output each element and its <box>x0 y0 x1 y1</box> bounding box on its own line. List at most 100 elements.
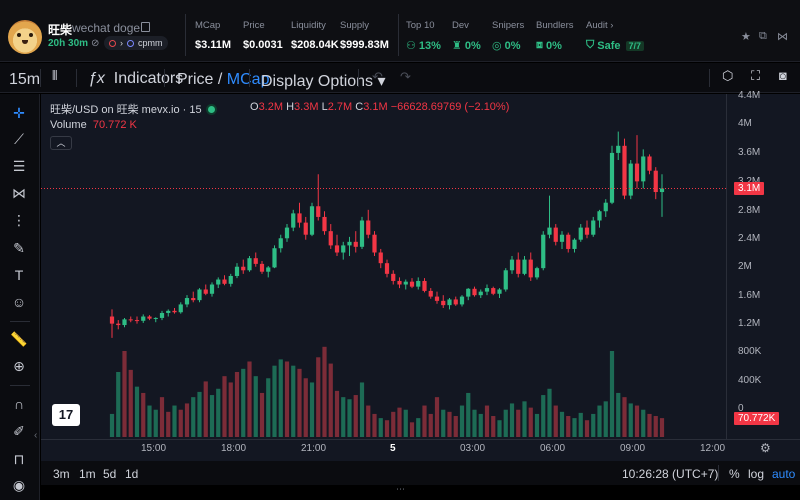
display-options-button[interactable]: Display Options ▾ <box>261 71 386 91</box>
undo-icon[interactable]: ↶ <box>372 69 383 84</box>
candle-body <box>516 259 521 274</box>
lock-drawings-icon[interactable]: ✐ <box>13 423 25 439</box>
time-tick: 06:00 <box>540 443 566 454</box>
candle-body <box>497 289 502 294</box>
volume-bar <box>428 413 433 437</box>
settings-icon[interactable]: ⋈ <box>777 31 788 43</box>
stat-top10[interactable]: Top 10 ⚇ 13% <box>406 20 441 52</box>
tradingview-logo[interactable]: 17 <box>52 404 80 426</box>
link-icon[interactable]: ⊘ <box>91 38 100 49</box>
candle-body <box>259 263 265 272</box>
price-mcap-toggle[interactable]: Price / MCap <box>177 71 269 89</box>
pattern-icon[interactable]: ⋈ <box>12 185 26 201</box>
ruler-icon[interactable]: 📏 <box>10 331 28 347</box>
text-icon[interactable]: T <box>14 267 24 283</box>
trend-line-icon[interactable]: ⟋ <box>14 131 24 147</box>
clock-label[interactable]: 10:26:28 (UTC+7) <box>622 467 719 481</box>
magnet-icon[interactable]: ∩ <box>13 396 25 412</box>
horizontal-lines-icon[interactable]: ☰ <box>12 158 26 174</box>
axis-settings-icon[interactable]: ⚙ <box>760 441 771 455</box>
eye-icon[interactable]: ◉ <box>12 477 26 493</box>
star-icon[interactable]: ★ <box>741 31 751 43</box>
candle <box>391 270 396 285</box>
candle-body <box>459 296 465 305</box>
stat-snipers[interactable]: Snipers ◎ 0% <box>492 20 524 52</box>
candle <box>322 211 327 235</box>
chevron-right-icon: › <box>610 20 614 31</box>
lock-icon[interactable]: ⊓ <box>13 451 25 467</box>
volume-bar <box>359 382 365 437</box>
candle <box>566 232 571 253</box>
volume-bar <box>547 388 552 437</box>
volume-bar <box>653 416 658 437</box>
camera-icon[interactable]: ◙ <box>779 68 787 83</box>
copy-icon[interactable] <box>141 22 150 32</box>
price-scale[interactable] <box>726 94 800 439</box>
red-circle-icon <box>109 39 116 47</box>
volume-label: Volume <box>50 119 87 131</box>
candle <box>416 277 421 290</box>
bottom-bar <box>41 461 800 485</box>
brush-icon[interactable]: ✎ <box>13 240 25 256</box>
candle-body <box>191 298 196 301</box>
candle <box>628 160 633 200</box>
collapse-legend-button[interactable]: ︿ <box>50 136 72 150</box>
candle <box>116 320 121 330</box>
candle-body <box>228 275 233 284</box>
volume-bar <box>453 416 458 437</box>
time-tick: 12:00 <box>700 443 726 454</box>
volume-bar <box>303 378 308 437</box>
candle-type-icon[interactable]: ⫴ <box>52 68 58 83</box>
candle <box>303 216 308 240</box>
volume-bar <box>559 411 565 437</box>
stat-value: ⚇ 13% <box>406 39 441 53</box>
candle-body <box>134 320 140 322</box>
indicators-button[interactable]: ƒx Indicators <box>88 70 183 88</box>
volume-bar <box>603 401 608 437</box>
candle-body <box>584 227 590 235</box>
volume-bar <box>116 371 121 437</box>
collapse-toolbar-icon[interactable]: ‹ <box>34 430 38 441</box>
candle-body <box>291 213 296 228</box>
volume-bar <box>278 359 283 437</box>
resize-grip-icon[interactable]: ⋯ <box>396 484 405 494</box>
candle <box>609 145 615 205</box>
range-1d-button[interactable]: 1d <box>125 467 139 481</box>
stat-audit[interactable]: Audit › ⛉ Safe 7/7 <box>586 20 645 52</box>
volume-bar <box>566 416 571 437</box>
arrow-icon: › <box>120 38 123 48</box>
crosshair-icon[interactable]: ✛ <box>13 105 25 121</box>
candle-body <box>422 280 427 291</box>
bundle-icon: ⧈ <box>536 39 543 51</box>
emoji-icon[interactable]: ☺ <box>11 294 27 310</box>
log-toggle[interactable]: log <box>748 467 765 481</box>
zoom-in-icon[interactable]: ⊕ <box>13 358 25 374</box>
range-1m-button[interactable]: 1m <box>79 467 96 481</box>
time-axis[interactable] <box>41 439 800 461</box>
auto-toggle[interactable]: auto <box>772 467 796 481</box>
range-3m-button[interactable]: 3m <box>53 467 70 481</box>
share-icon[interactable]: ⧉ <box>759 30 767 42</box>
price-tick: 2.4M <box>738 233 761 244</box>
price-tick: 3.2M <box>738 176 760 187</box>
fib-icon[interactable]: ⋮ <box>12 212 26 228</box>
interval-button[interactable]: 15m <box>9 71 41 88</box>
candle-body <box>197 289 202 301</box>
volume-bar <box>609 351 615 437</box>
stat-bundlers[interactable]: Bundlers ⧈ 0% <box>536 20 574 52</box>
range-5d-button[interactable]: 5d <box>103 467 117 481</box>
candle-body <box>109 316 115 324</box>
percent-toggle[interactable]: % <box>729 467 740 481</box>
fullscreen-icon[interactable]: ⛶ <box>751 68 761 83</box>
stat-dev[interactable]: Dev ♜ 0% <box>452 20 481 52</box>
candle <box>484 284 490 296</box>
volume-bar <box>572 418 577 437</box>
candle <box>622 138 627 200</box>
gear-hex-icon[interactable]: ⬡ <box>722 68 734 83</box>
candle-body <box>503 270 508 290</box>
volume-bar <box>647 413 652 437</box>
candle-body <box>341 245 346 253</box>
redo-icon[interactable]: ↷ <box>400 69 411 84</box>
pool-pill[interactable]: › cpmm <box>104 36 168 50</box>
volume-bar <box>628 403 633 437</box>
